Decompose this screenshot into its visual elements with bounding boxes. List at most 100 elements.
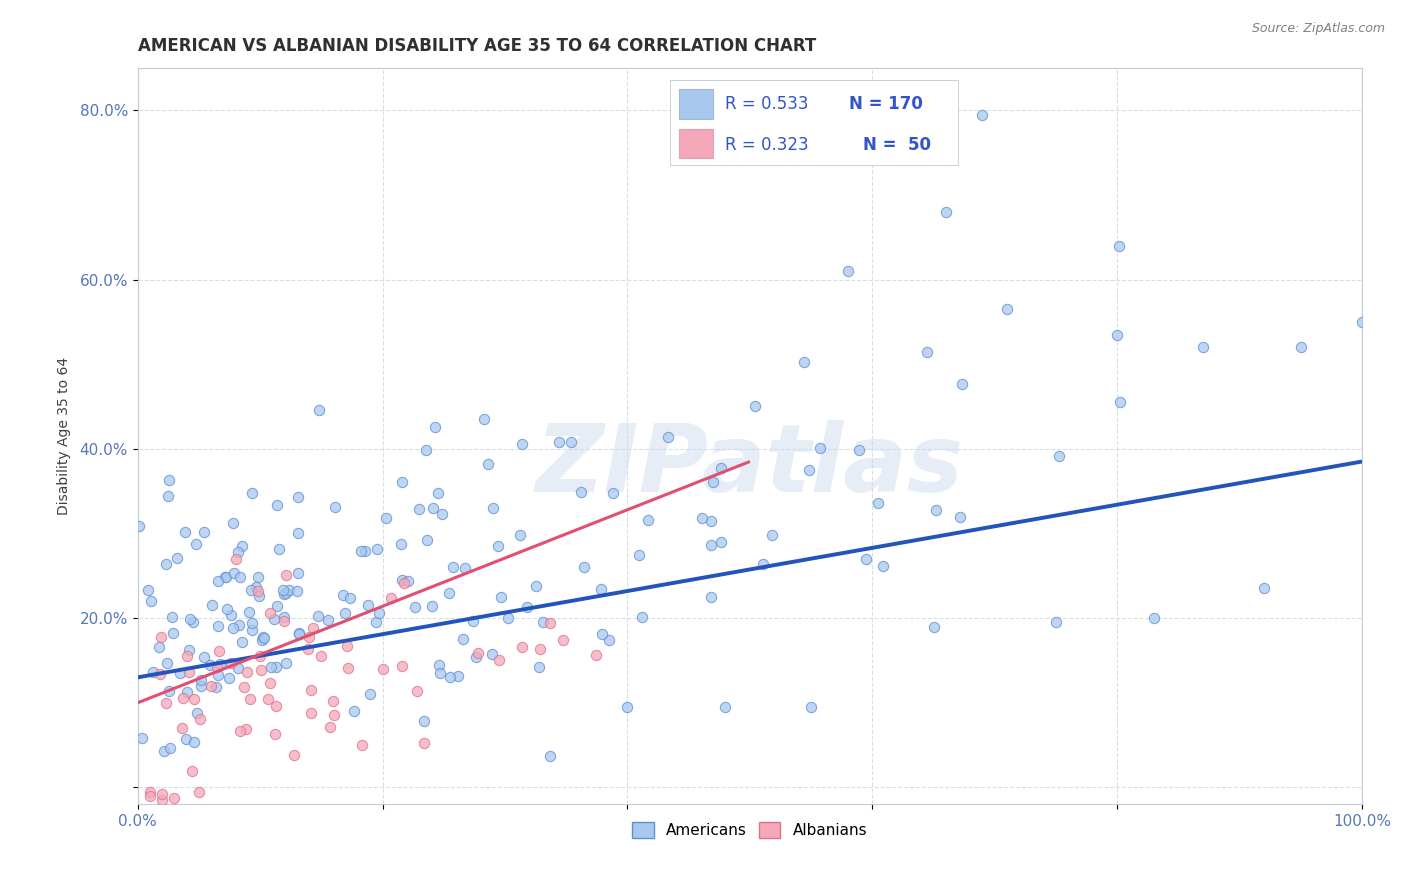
- Point: [274, 568, 297, 582]
- Point: [1192, 340, 1215, 354]
- Point: [166, 550, 188, 565]
- Point: [744, 399, 766, 413]
- Point: [278, 583, 301, 598]
- Point: [1253, 582, 1275, 596]
- Point: [866, 496, 889, 510]
- Point: [288, 625, 311, 640]
- Point: [710, 460, 733, 475]
- Point: [454, 561, 477, 575]
- Point: [569, 484, 592, 499]
- Point: [488, 653, 510, 667]
- Point: [149, 666, 172, 681]
- Point: [357, 598, 380, 612]
- Point: [187, 784, 209, 798]
- Point: [439, 670, 461, 684]
- Point: [752, 558, 775, 572]
- Point: [157, 489, 180, 503]
- Point: [371, 662, 394, 676]
- Point: [447, 669, 470, 683]
- Point: [231, 635, 253, 649]
- Point: [924, 502, 946, 516]
- Point: [467, 646, 489, 660]
- Point: [155, 696, 177, 710]
- Point: [972, 107, 994, 121]
- Point: [598, 632, 620, 647]
- Point: [690, 511, 713, 525]
- Point: [412, 736, 434, 750]
- Point: [915, 345, 938, 359]
- Point: [200, 679, 222, 693]
- Point: [637, 513, 659, 527]
- Point: [142, 665, 165, 679]
- Point: [221, 516, 243, 530]
- Point: [657, 430, 679, 444]
- Point: [761, 527, 783, 541]
- Point: [509, 528, 531, 542]
- Point: [808, 441, 831, 455]
- Point: [333, 606, 356, 620]
- Point: [276, 657, 298, 671]
- Point: [332, 588, 354, 602]
- Point: [439, 585, 461, 599]
- Point: [170, 721, 193, 735]
- Point: [297, 642, 319, 657]
- Point: [249, 663, 271, 677]
- Point: [700, 514, 723, 528]
- Point: [429, 666, 451, 681]
- Point: [316, 613, 339, 627]
- Point: [139, 594, 162, 608]
- Point: [177, 665, 200, 680]
- Point: [482, 501, 505, 516]
- Point: [1109, 395, 1132, 409]
- Point: [139, 784, 162, 798]
- Point: [242, 623, 264, 637]
- Point: [247, 589, 270, 603]
- Point: [1107, 327, 1129, 342]
- Point: [180, 764, 202, 779]
- Point: [391, 475, 413, 490]
- Point: [524, 580, 547, 594]
- Point: [427, 485, 450, 500]
- Point: [217, 602, 239, 616]
- Point: [922, 619, 945, 633]
- Point: [250, 632, 273, 647]
- Point: [481, 648, 503, 662]
- Point: [299, 683, 322, 698]
- Point: [560, 434, 582, 449]
- Point: [359, 687, 381, 701]
- Point: [368, 606, 391, 620]
- Point: [408, 502, 430, 516]
- Point: [396, 574, 419, 589]
- Point: [150, 793, 173, 807]
- Point: [451, 632, 474, 646]
- Point: [240, 486, 263, 500]
- Point: [176, 684, 198, 698]
- Point: [266, 498, 288, 512]
- Point: [323, 500, 346, 514]
- Point: [950, 376, 973, 391]
- Point: [319, 720, 342, 734]
- Point: [389, 537, 412, 551]
- Point: [1045, 615, 1067, 630]
- Point: [477, 457, 499, 471]
- Point: [308, 403, 330, 417]
- Point: [245, 580, 267, 594]
- Point: [527, 660, 550, 674]
- Point: [163, 790, 186, 805]
- Point: [441, 560, 464, 574]
- Point: [935, 205, 957, 219]
- Point: [547, 434, 569, 449]
- Point: [263, 612, 285, 626]
- Point: [235, 722, 257, 736]
- Point: [273, 610, 295, 624]
- Point: [412, 714, 434, 728]
- Point: [253, 631, 276, 645]
- Point: [488, 539, 510, 553]
- Point: [848, 442, 870, 457]
- Point: [231, 539, 253, 553]
- Point: [252, 631, 274, 645]
- Point: [156, 656, 179, 670]
- Point: [855, 551, 877, 566]
- Point: [302, 621, 325, 635]
- Point: [153, 744, 176, 758]
